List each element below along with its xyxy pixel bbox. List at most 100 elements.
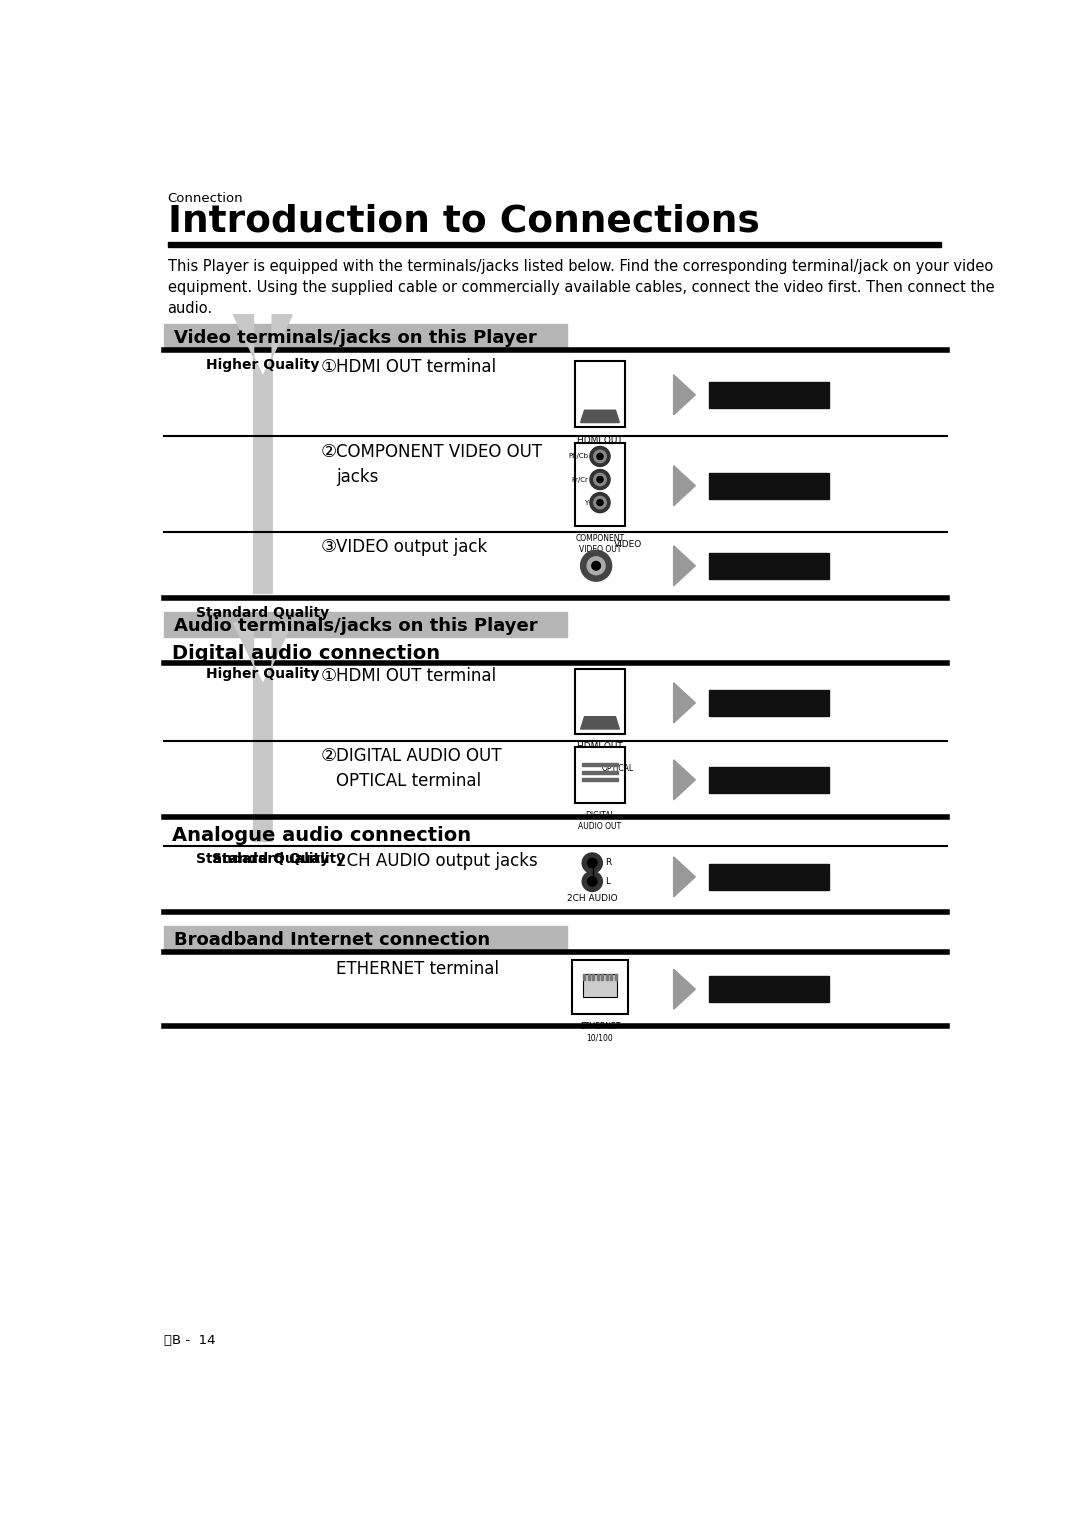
Bar [606, 974, 608, 980]
Circle shape [590, 493, 610, 513]
Text: Introduction to Connections: Introduction to Connections [167, 204, 759, 241]
Text: Page 17: Page 17 [725, 556, 812, 574]
Polygon shape [674, 683, 696, 723]
Bar [576, 669, 625, 734]
Text: VIDEO output jack: VIDEO output jack [337, 538, 488, 556]
Polygon shape [674, 545, 696, 585]
Text: Pr/Cr: Pr/Cr [571, 476, 589, 483]
Bar [164, 323, 567, 349]
Text: ⓖB -  14: ⓖB - 14 [164, 1333, 216, 1347]
Bar [708, 381, 828, 408]
Text: Page 15: Page 15 [725, 386, 812, 404]
Bar [582, 771, 618, 774]
Text: L: L [605, 876, 609, 885]
Text: Standard Quality: Standard Quality [197, 605, 329, 620]
Text: Page 19: Page 19 [725, 867, 812, 887]
Text: COMPONENT
VIDEO OUT: COMPONENT VIDEO OUT [576, 535, 624, 555]
Polygon shape [674, 375, 696, 415]
Bar [596, 974, 599, 980]
Text: Digital audio connection: Digital audio connection [172, 645, 441, 663]
Bar [708, 472, 828, 499]
Text: Audio terminals/jacks on this Player: Audio terminals/jacks on this Player [174, 616, 538, 634]
Bar [610, 974, 612, 980]
Text: Pb/Cb: Pb/Cb [568, 453, 589, 460]
Bar [708, 976, 828, 1002]
Text: ETHERNET
10/100: ETHERNET 10/100 [580, 1022, 620, 1042]
Text: ②: ② [321, 443, 337, 461]
Bar [583, 974, 585, 980]
Polygon shape [674, 970, 696, 1010]
Bar [572, 961, 627, 1014]
Text: Y: Y [584, 499, 589, 506]
Text: Connection: Connection [167, 192, 243, 205]
Bar [708, 766, 828, 794]
Text: Page 16: Page 16 [725, 476, 812, 495]
Polygon shape [233, 314, 293, 593]
Polygon shape [233, 622, 293, 841]
Bar [708, 553, 828, 579]
Bar [615, 974, 617, 980]
Bar [588, 974, 590, 980]
Text: Standard Quality: Standard Quality [197, 852, 329, 866]
Text: 2CH AUDIO: 2CH AUDIO [567, 893, 618, 902]
Text: HDMI OUT terminal: HDMI OUT terminal [337, 358, 497, 375]
Text: OPTICAL: OPTICAL [602, 764, 634, 774]
Text: ②: ② [321, 748, 337, 766]
Circle shape [588, 556, 605, 574]
Circle shape [594, 450, 606, 463]
Text: This Player is equipped with the terminals/jacks listed below. Find the correspo: This Player is equipped with the termina… [167, 259, 995, 316]
Text: Page 20: Page 20 [725, 980, 812, 999]
Circle shape [588, 876, 597, 885]
Bar [602, 974, 604, 980]
Bar [582, 778, 618, 781]
Text: R: R [605, 858, 611, 867]
Polygon shape [674, 466, 696, 506]
Text: Analogue audio connection: Analogue audio connection [172, 826, 471, 846]
Circle shape [582, 872, 603, 892]
Text: Higher Quality: Higher Quality [206, 358, 320, 372]
Circle shape [597, 476, 603, 483]
Polygon shape [674, 856, 696, 896]
Text: ETHERNET terminal: ETHERNET terminal [337, 961, 499, 977]
Circle shape [588, 858, 597, 867]
Text: Broadband Internet connection: Broadband Internet connection [174, 931, 490, 948]
Bar [583, 974, 618, 997]
Bar [164, 611, 567, 637]
Circle shape [594, 496, 606, 509]
Text: 2CH AUDIO output jacks: 2CH AUDIO output jacks [337, 852, 538, 870]
Circle shape [592, 561, 600, 570]
Text: VIDEO: VIDEO [613, 539, 643, 548]
Text: Page 18: Page 18 [725, 771, 812, 789]
Bar [576, 362, 625, 427]
Bar [575, 748, 625, 803]
Text: COMPONENT VIDEO OUT
jacks: COMPONENT VIDEO OUT jacks [337, 443, 542, 486]
Text: Page 15: Page 15 [725, 694, 812, 712]
Circle shape [597, 453, 603, 460]
Circle shape [594, 473, 606, 486]
Bar [164, 927, 567, 951]
Circle shape [597, 499, 603, 506]
Text: DIGITAL
AUDIO OUT: DIGITAL AUDIO OUT [579, 812, 622, 832]
Circle shape [590, 469, 610, 490]
Text: ①: ① [321, 668, 337, 685]
Text: Video terminals/jacks on this Player: Video terminals/jacks on this Player [174, 328, 537, 346]
Text: HDMI OUT: HDMI OUT [577, 435, 623, 444]
Text: ①: ① [321, 358, 337, 375]
Bar [708, 864, 828, 890]
Text: HDMI OUT: HDMI OUT [577, 741, 623, 751]
Text: Standard Quality: Standard Quality [213, 852, 346, 866]
Circle shape [582, 853, 603, 873]
Bar [582, 763, 618, 766]
Text: Higher Quality: Higher Quality [206, 668, 320, 682]
Bar [167, 242, 941, 247]
Bar [708, 689, 828, 715]
Text: DIGITAL AUDIO OUT
OPTICAL terminal: DIGITAL AUDIO OUT OPTICAL terminal [337, 748, 502, 791]
Circle shape [581, 550, 611, 581]
Text: ③: ③ [321, 538, 337, 556]
Polygon shape [581, 411, 619, 423]
Bar [575, 443, 625, 525]
Text: HDMI OUT terminal: HDMI OUT terminal [337, 668, 497, 685]
Polygon shape [674, 760, 696, 800]
Bar [592, 974, 594, 980]
Circle shape [590, 446, 610, 466]
